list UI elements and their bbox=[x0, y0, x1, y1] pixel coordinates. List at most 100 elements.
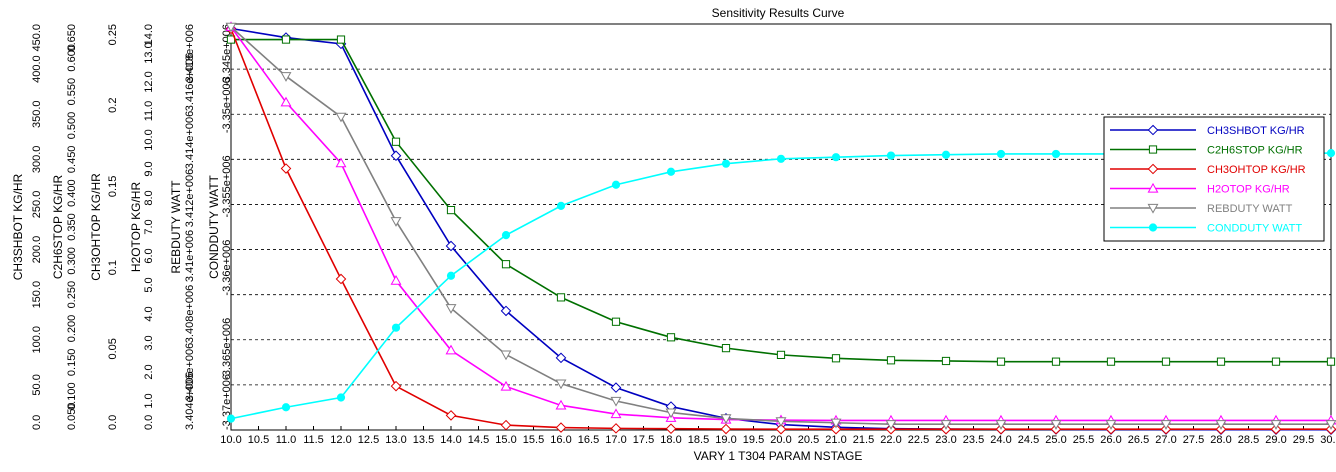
y-tick-label: 0.200 bbox=[66, 315, 78, 343]
data-point bbox=[390, 380, 402, 392]
x-tick-label: 16.0 bbox=[550, 434, 571, 446]
data-point bbox=[995, 420, 1007, 430]
data-point bbox=[1147, 163, 1159, 175]
data-point bbox=[611, 317, 621, 326]
y-tick-label: 0.500 bbox=[66, 112, 78, 140]
chart-title: Sensitivity Results Curve bbox=[712, 6, 845, 20]
legend-item: C2H6STOP KG/HR bbox=[1110, 145, 1303, 157]
data-point bbox=[225, 22, 237, 33]
legend-label: C2H6STOP KG/HR bbox=[1207, 145, 1303, 157]
legend-item: CONDDUTY WATT bbox=[1110, 223, 1302, 235]
y-axis-title: CONDDUTY WATT bbox=[207, 174, 221, 278]
data-point bbox=[226, 414, 236, 423]
y-tick-label: 7.0 bbox=[143, 219, 155, 234]
y-tick-label: 3.412e+006 bbox=[184, 169, 196, 227]
y-tick-label: 0.650 bbox=[66, 24, 78, 52]
y-tick-label: 300.0 bbox=[31, 146, 43, 174]
data-point bbox=[665, 423, 677, 435]
x-tick-label: 21.5 bbox=[853, 434, 874, 446]
data-point bbox=[1160, 420, 1172, 430]
data-point bbox=[336, 393, 346, 402]
x-tick-label: 13.5 bbox=[413, 434, 434, 446]
y-tick-label: 10.0 bbox=[143, 129, 155, 150]
y-tick-label: 50.0 bbox=[31, 374, 43, 395]
y-tick-label: 0.15 bbox=[107, 176, 119, 197]
y-tick-label: 0.1 bbox=[107, 260, 119, 275]
y-axis-title: H2OTOP KG/HR bbox=[129, 182, 143, 273]
data-point bbox=[665, 408, 677, 419]
y-tick-label: 3.414e+006 bbox=[184, 111, 196, 169]
x-tick-label: 18.5 bbox=[688, 434, 709, 446]
x-tick-label: 28.0 bbox=[1210, 434, 1231, 446]
legend-item: CH3OHTOP KG/HR bbox=[1110, 163, 1306, 176]
x-tick-label: 12.5 bbox=[358, 434, 379, 446]
x-tick-label: 30.0 bbox=[1320, 434, 1336, 446]
y-tick-label: 14.0 bbox=[143, 24, 155, 45]
y-tick-label: 450.0 bbox=[31, 24, 43, 52]
data-point bbox=[1147, 124, 1159, 136]
y-tick-label: 3.416e+006 bbox=[184, 53, 196, 111]
data-point bbox=[941, 150, 951, 159]
legend-item: REBDUTY WATT bbox=[1110, 203, 1293, 215]
data-point bbox=[335, 112, 347, 123]
data-point bbox=[500, 380, 512, 391]
data-point bbox=[721, 159, 731, 168]
data-point bbox=[1215, 420, 1227, 430]
data-point bbox=[611, 180, 621, 189]
data-point bbox=[1271, 357, 1281, 366]
x-tick-label: 12.0 bbox=[330, 434, 351, 446]
data-point bbox=[776, 350, 786, 359]
data-point bbox=[390, 275, 402, 285]
y-tick-label: 0.550 bbox=[66, 78, 78, 106]
data-point bbox=[555, 399, 567, 410]
y-tick-label: -3.365e+006 bbox=[221, 318, 233, 380]
y-axis-title: CH3OHTOP KG/HR bbox=[89, 173, 103, 281]
x-tick-label: 19.5 bbox=[743, 434, 764, 446]
data-point bbox=[775, 417, 787, 427]
y-axis-0: 0.0 50.0 100.0 150.0 200.0 250.0 300.0 350.0 400… bbox=[11, 24, 43, 430]
data-point bbox=[280, 72, 292, 82]
data-point bbox=[446, 271, 456, 280]
legend-item: CH3SHBOT KG/HR bbox=[1110, 124, 1305, 137]
plot-area bbox=[225, 21, 1336, 435]
y-tick-label: 100.0 bbox=[31, 326, 43, 354]
y-tick-label: 0.150 bbox=[66, 349, 78, 377]
data-point bbox=[501, 231, 511, 240]
x-tick-label: 29.5 bbox=[1293, 434, 1314, 446]
x-tick-label: 27.5 bbox=[1183, 434, 1204, 446]
data-point bbox=[336, 35, 346, 44]
x-tick-label: 22.0 bbox=[880, 434, 901, 446]
y-tick-label: 0.05 bbox=[107, 338, 119, 359]
data-point bbox=[1050, 420, 1062, 430]
x-tick-label: 16.5 bbox=[578, 434, 599, 446]
data-point bbox=[666, 167, 676, 176]
data-point bbox=[445, 240, 457, 252]
legend-label: REBDUTY WATT bbox=[1207, 203, 1293, 215]
x-tick-label: 11.5 bbox=[303, 434, 324, 446]
data-point bbox=[1326, 149, 1336, 158]
data-point bbox=[445, 344, 457, 355]
data-point bbox=[1325, 420, 1336, 430]
x-tick-label: 14.0 bbox=[440, 434, 461, 446]
data-point bbox=[720, 423, 732, 435]
x-tick-label: 14.5 bbox=[468, 434, 489, 446]
x-tick-label: 15.0 bbox=[495, 434, 516, 446]
data-point bbox=[830, 418, 842, 429]
data-point bbox=[886, 356, 896, 365]
data-point bbox=[280, 96, 292, 107]
data-point bbox=[555, 422, 567, 433]
data-point bbox=[555, 379, 567, 390]
y-tick-label: 0.050 bbox=[66, 402, 78, 430]
x-tick-label: 29.0 bbox=[1265, 434, 1286, 446]
data-point bbox=[831, 153, 841, 162]
legend-box bbox=[1103, 116, 1325, 242]
data-point bbox=[556, 293, 566, 302]
y-tick-label: 0.100 bbox=[66, 382, 78, 410]
legend-label: CONDDUTY WATT bbox=[1207, 223, 1302, 235]
y-tick-label: 0.0 bbox=[31, 415, 43, 430]
x-axis-label: VARY 1 T304 PARAM NSTAGE bbox=[694, 449, 863, 463]
data-point bbox=[1051, 149, 1061, 159]
y-tick-label: 0.0 bbox=[143, 415, 155, 430]
